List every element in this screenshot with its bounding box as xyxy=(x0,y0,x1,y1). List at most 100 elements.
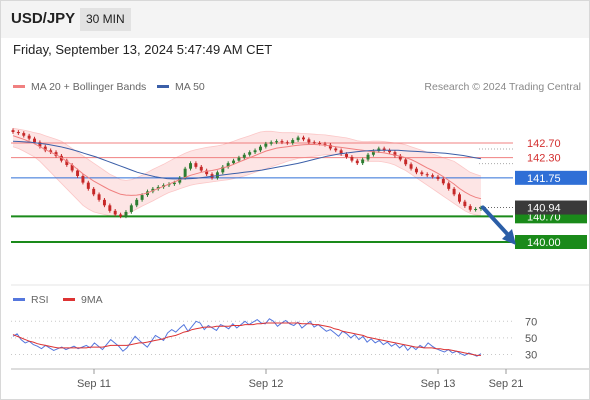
candle-body xyxy=(436,176,440,179)
candle-body xyxy=(447,183,451,189)
candle-body xyxy=(355,160,359,164)
candle-body xyxy=(151,188,155,192)
candle-body xyxy=(291,140,295,143)
candle-body xyxy=(382,148,386,151)
candle-body xyxy=(302,137,305,140)
candle-body xyxy=(345,154,348,157)
ma50-line xyxy=(12,140,482,180)
candle-body xyxy=(248,152,252,155)
candle-body xyxy=(280,141,284,143)
ma50-label: MA 50 xyxy=(175,81,205,93)
candle-body xyxy=(328,144,332,149)
x-tick-label: Sep 21 xyxy=(489,378,524,390)
projection-arrow-head xyxy=(502,229,516,245)
ma20-swatch xyxy=(13,84,25,88)
ma50-swatch xyxy=(157,84,169,88)
ma20-line xyxy=(12,135,482,200)
candle-body xyxy=(468,206,472,210)
candle-body xyxy=(205,170,209,175)
candle-body xyxy=(242,154,246,158)
candle-body xyxy=(199,166,203,171)
x-tick-label: Sep 13 xyxy=(421,378,456,390)
x-tick-label: Sep 11 xyxy=(77,378,111,390)
level-label-142.30: 142.30 xyxy=(527,153,561,165)
candle-body xyxy=(54,152,58,156)
candle-body xyxy=(307,139,311,143)
candle-body xyxy=(65,160,69,165)
candle-body xyxy=(258,146,262,151)
last-price-text: 140.94 xyxy=(527,203,561,215)
rsi-ma-line xyxy=(12,322,481,356)
candle-body xyxy=(232,160,236,164)
candle-body xyxy=(404,159,408,165)
candle-body xyxy=(22,133,26,136)
candle-body xyxy=(264,143,268,147)
level-tag-text-141.75: 141.75 xyxy=(527,173,561,185)
candle-body xyxy=(124,211,128,217)
candle-body xyxy=(81,176,85,183)
candle-body xyxy=(350,156,354,161)
legend-ma50: MA 50 xyxy=(157,81,205,93)
candle-body xyxy=(183,168,187,178)
candle-body xyxy=(371,151,375,155)
level-label-142.70: 142.70 xyxy=(527,138,561,150)
candle-body xyxy=(323,143,327,145)
candle-body xyxy=(441,178,445,184)
symbol-label: USD/JPY xyxy=(11,10,76,27)
bollinger-lower-line xyxy=(12,146,482,217)
projection-arrow xyxy=(481,205,513,240)
candle-body xyxy=(215,172,219,178)
candle-body xyxy=(119,214,123,217)
candle-body xyxy=(92,188,96,195)
candle-body xyxy=(409,164,413,169)
rsi-label: RSI xyxy=(31,294,49,306)
candle-body xyxy=(113,210,117,215)
level-tag-140.00 xyxy=(515,235,587,249)
header-bar: USD/JPY 30 MIN xyxy=(1,1,589,38)
rsi-tick-70: 70 xyxy=(525,316,537,328)
bollinger-upper-line xyxy=(12,127,482,181)
candle-body xyxy=(76,170,80,176)
candle-body xyxy=(312,142,316,144)
candle-body xyxy=(27,135,31,139)
candle-body xyxy=(393,152,397,156)
candle-body xyxy=(156,187,160,189)
candle-body xyxy=(285,142,289,144)
candle-body xyxy=(33,138,36,143)
candle-body xyxy=(463,201,467,207)
candle-body xyxy=(70,165,74,171)
legend-rsi-ma: 9MA xyxy=(63,294,103,306)
ma20-label: MA 20 + Bollinger Bands xyxy=(31,81,147,93)
candle-body xyxy=(339,150,343,154)
candle-body xyxy=(226,163,230,167)
candle-body xyxy=(86,182,90,189)
candle-body xyxy=(140,195,144,200)
rsi-ma-label: 9MA xyxy=(81,294,103,306)
credit-text: Research © 2024 Trading Central xyxy=(424,81,581,93)
rsi-tick-50: 50 xyxy=(525,333,537,345)
candle-body xyxy=(296,137,300,141)
legend-ma20: MA 20 + Bollinger Bands xyxy=(13,81,146,93)
candle-body xyxy=(458,194,461,202)
candle-body xyxy=(431,175,435,177)
candle-body xyxy=(414,168,418,173)
candle-body xyxy=(388,150,392,153)
candle-body xyxy=(237,157,241,161)
candle-body xyxy=(366,154,370,160)
interval-button[interactable]: 30 MIN xyxy=(80,8,131,31)
candle-body xyxy=(474,209,478,210)
rsi-swatch xyxy=(13,297,25,301)
candle-body xyxy=(38,142,42,147)
candle-body xyxy=(49,150,53,153)
candle-body xyxy=(269,142,273,144)
candle-body xyxy=(275,141,279,143)
candle-body xyxy=(377,148,381,152)
candle-body xyxy=(43,146,47,151)
candle-body xyxy=(452,188,456,195)
candle-body xyxy=(420,172,424,175)
candle-body xyxy=(334,148,338,151)
level-tag-text-140.00: 140.00 xyxy=(527,237,561,249)
last-price-tag xyxy=(515,200,587,215)
candle-body xyxy=(129,205,133,212)
